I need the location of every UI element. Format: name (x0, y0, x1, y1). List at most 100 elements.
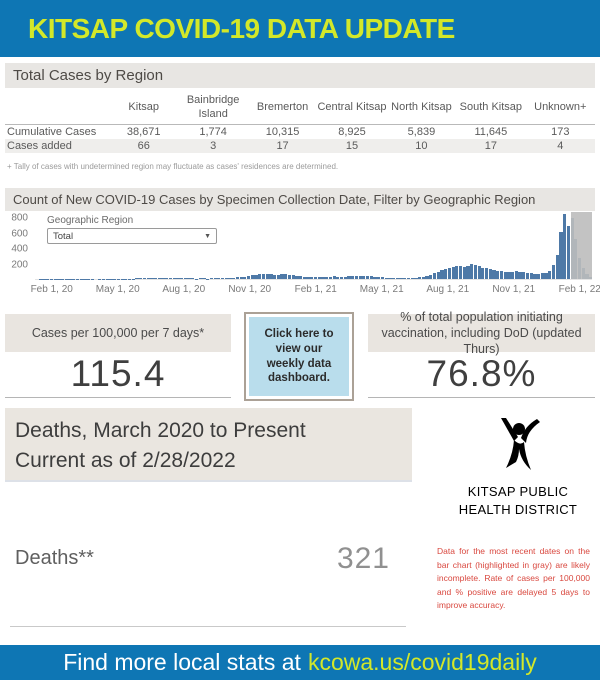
bar (414, 277, 418, 279)
case-rate-label: Cases per 100,000 per 7 days* (31, 325, 205, 340)
bar (481, 267, 485, 279)
bar (295, 276, 299, 279)
x-axis-tick-label: Nov 1, 20 (228, 284, 272, 295)
bar (369, 276, 373, 279)
geographic-region-dropdown[interactable]: Total ▼ (47, 228, 217, 244)
bar (544, 272, 548, 279)
bar (243, 276, 247, 279)
x-axis-tick-label: Feb 1, 22 (558, 284, 600, 295)
bar (339, 276, 344, 279)
table-cell: 10 (415, 140, 428, 152)
data-disclaimer-note: Data for the most recent dates on the ba… (437, 546, 590, 611)
bar (507, 271, 511, 279)
bar (325, 276, 329, 279)
bar (392, 278, 396, 279)
bar (150, 277, 154, 279)
table-cell: 17 (276, 140, 289, 152)
bar (380, 277, 385, 279)
chart-title: Count of New COVID-19 Cases by Specimen … (13, 192, 536, 207)
bar (525, 272, 530, 279)
bar (250, 275, 254, 279)
chevron-down-icon: ▼ (204, 232, 211, 240)
bar (529, 273, 533, 279)
bar (484, 268, 489, 279)
person-arms-raised-icon (501, 418, 540, 470)
bar (269, 274, 273, 279)
x-axis-tick-label: Feb 1, 20 (30, 284, 73, 295)
bar (548, 270, 552, 279)
bar (455, 266, 459, 279)
bar (310, 277, 314, 279)
case-rate-header: Cases per 100,000 per 7 days* (5, 314, 231, 352)
bar (551, 265, 556, 279)
regions-footnote: + Tally of cases with undetermined regio… (7, 162, 339, 171)
bar (317, 277, 321, 279)
bar (421, 276, 425, 279)
bar (395, 278, 399, 279)
bar (447, 267, 451, 279)
bar (470, 263, 474, 279)
bar (473, 264, 478, 279)
column-header: Central Kitsap (317, 101, 387, 114)
row-label: Cumulative Cases (7, 126, 97, 138)
weekly-dashboard-link-button[interactable]: Click here to view our weekly data dashb… (244, 312, 354, 401)
vaccination-label: % of total population initiating vaccina… (381, 309, 582, 357)
bar (403, 278, 407, 279)
bar (540, 273, 544, 279)
bar (172, 278, 176, 279)
bar (429, 274, 433, 279)
y-axis-tick-label: 200 (11, 259, 28, 271)
table-row: Cases added 66 3 17 15 10 17 4 (5, 139, 595, 153)
regions-section-title: Total Cases by Region (13, 67, 164, 84)
footer-link[interactable]: kcowa.us/covid19daily (307, 649, 537, 675)
bar (559, 231, 563, 279)
bar (496, 270, 500, 279)
bar (228, 277, 232, 279)
bar (488, 269, 492, 279)
y-axis-tick-label: 600 (11, 228, 28, 240)
bar (432, 273, 437, 279)
kitsap-public-health-logo: KITSAP PUBLIC HEALTH DISTRICT (448, 418, 588, 519)
deaths-title-line1: Deaths, March 2020 to Present (15, 419, 306, 442)
table-cell: 3 (210, 140, 217, 152)
chart-bars (35, 212, 593, 279)
bar (235, 277, 240, 279)
link-text-line3: weekly data (266, 357, 332, 370)
column-header: Kitsap (128, 101, 159, 114)
bar (332, 276, 336, 279)
bar (191, 278, 195, 279)
bar (232, 277, 236, 279)
table-cell: 4 (557, 140, 564, 152)
bar (351, 276, 355, 279)
bar (362, 276, 366, 279)
bar (425, 276, 429, 279)
bar (276, 274, 280, 279)
bar (373, 276, 377, 279)
bar (224, 278, 228, 279)
bar (273, 274, 277, 279)
bar (157, 278, 161, 279)
bar (466, 265, 470, 279)
deaths-title-line2: Current as of 2/28/2022 (15, 449, 236, 473)
bar (492, 270, 496, 279)
bar (135, 278, 139, 279)
vaccination-header: % of total population initiating vaccina… (368, 310, 595, 356)
case-rate-value: 115.4 (5, 350, 231, 398)
bar (258, 274, 262, 279)
table-corner-cell (5, 106, 109, 110)
bar (406, 278, 411, 279)
bar (313, 277, 318, 279)
bar (499, 271, 504, 279)
link-text-line1: Click here to (264, 327, 334, 340)
recent-data-highlight (570, 212, 592, 279)
bar (365, 276, 370, 279)
bar (451, 266, 455, 279)
bar (261, 274, 266, 279)
x-axis-tick-label: Aug 1, 21 (426, 284, 470, 295)
bar (347, 276, 351, 279)
x-axis-tick-label: May 1, 21 (359, 284, 404, 295)
chart-section-header: Count of New COVID-19 Cases by Specimen … (5, 188, 595, 211)
bar (180, 278, 184, 279)
bar (418, 277, 422, 279)
